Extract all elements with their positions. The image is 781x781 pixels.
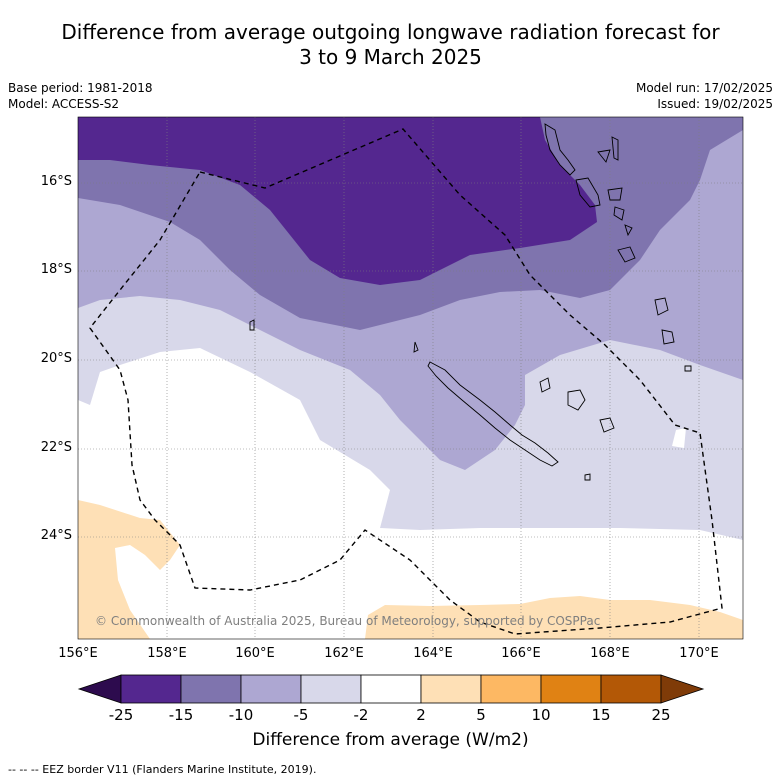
- colorbar-segment: [300, 674, 362, 704]
- colorbar-extend-high: [660, 674, 705, 704]
- grid-lines: [78, 117, 743, 639]
- title-line-2: 3 to 9 March 2025: [299, 45, 482, 69]
- x-tick: 168°E: [590, 646, 630, 661]
- new-caledonia-coast: [427, 361, 559, 467]
- anomaly-region-plus2-west: [78, 500, 180, 639]
- map-title: Difference from average outgoing longwav…: [0, 20, 781, 70]
- y-tick: 22°S: [40, 440, 72, 455]
- colorbar-tick-label: 5: [476, 706, 486, 724]
- colorbar-tick-label: -25: [108, 706, 134, 724]
- y-tick: 24°S: [40, 528, 72, 543]
- meta-left: Base period: 1981-2018 Model: ACCESS-S2: [8, 80, 153, 112]
- x-tick: 160°E: [235, 646, 275, 661]
- y-tick: 20°S: [40, 351, 72, 366]
- colorbar-tick-label: 2: [416, 706, 426, 724]
- model-run: Model run: 17/02/2025: [635, 81, 773, 95]
- y-tick: 18°S: [40, 262, 72, 277]
- colorbar-title: Difference from average (W/m2): [252, 730, 529, 750]
- vanuatu-coast: [544, 123, 576, 176]
- colorbar-tick-label: 10: [531, 706, 551, 724]
- colorbar-extend-low: [77, 674, 122, 704]
- colorbar-segment: [420, 674, 482, 704]
- base-period: Base period: 1981-2018: [8, 81, 153, 95]
- y-tick: 16°S: [40, 174, 72, 189]
- colorbar-segment: [180, 674, 242, 704]
- colorbar-tick-label: -10: [228, 706, 254, 724]
- x-tick: 156°E: [58, 646, 98, 661]
- x-tick: 170°E: [679, 646, 719, 661]
- colorbar-segment: [360, 674, 422, 704]
- colorbar-tick-label: 25: [651, 706, 671, 724]
- eez-legend: -- -- -- EEZ border V11 (Flanders Marine…: [8, 763, 317, 776]
- x-tick: 158°E: [147, 646, 187, 661]
- copyright-notice: © Commonwealth of Australia 2025, Bureau…: [95, 614, 601, 628]
- meta-right: Model run: 17/02/2025 Issued: 19/02/2025: [636, 80, 773, 112]
- x-tick: 166°E: [501, 646, 541, 661]
- colorbar-tick-label: 15: [591, 706, 611, 724]
- model-name: Model: ACCESS-S2: [8, 97, 120, 111]
- coastlines: [249, 123, 692, 481]
- anomaly-region-minus15: [78, 117, 597, 285]
- colorbar-segment: [540, 674, 602, 704]
- x-tick: 162°E: [324, 646, 364, 661]
- colorbar-tick-label: -5: [293, 706, 309, 724]
- colorbar-segment: [600, 674, 662, 704]
- anomaly-region-plus2-south: [365, 596, 743, 639]
- colorbar-segment: [240, 674, 302, 704]
- colorbar-segment: [120, 674, 182, 704]
- colorbar-tick-label: -2: [353, 706, 369, 724]
- colorbar-tick-label: -15: [168, 706, 194, 724]
- title-line-1: Difference from average outgoing longwav…: [61, 20, 720, 44]
- colorbar-segment: [480, 674, 542, 704]
- x-tick: 164°E: [413, 646, 453, 661]
- issued-date: Issued: 19/02/2025: [657, 97, 773, 111]
- olr-anomaly-map: [77, 116, 744, 640]
